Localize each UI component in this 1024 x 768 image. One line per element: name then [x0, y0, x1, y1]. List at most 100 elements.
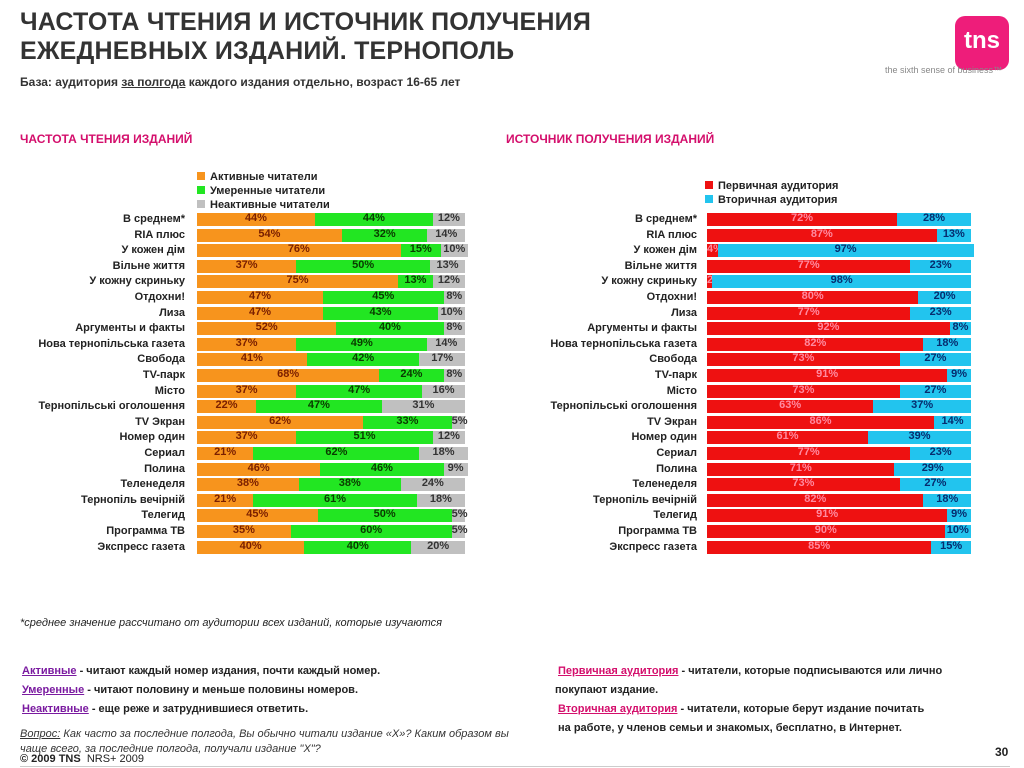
source-value-label-secondary: 23% — [929, 305, 952, 318]
page-title-line-2: ЕЖЕДНЕВНЫХ ИЗДАНИЙ. ТЕРНОПОЛЬ — [20, 37, 515, 65]
term-primary: Первичная аудитория — [558, 665, 679, 677]
term-secondary: Вторичная аудитория — [558, 703, 678, 715]
source-bar-primary: 71% — [707, 462, 895, 476]
reading-value-label-moderate: 24% — [400, 368, 423, 380]
source-bar-primary: 63% — [707, 399, 874, 414]
source-bar-secondary: 28% — [897, 212, 971, 226]
definition-active: Активные - читают каждый номер издания, … — [22, 662, 380, 681]
reading-bar-moderate: 13% — [398, 274, 433, 289]
base-suffix: каждого издания отдельно, возраст 16-65 … — [185, 75, 461, 89]
reading-bar-active: 54% — [197, 228, 342, 242]
reading-value-label-inactive: 14% — [435, 336, 458, 349]
source-category-label: RIA плюс — [646, 228, 697, 241]
source-category-label: Теленеделя — [632, 478, 697, 491]
definition-primary-cont: покупают издание. — [555, 684, 659, 696]
source-value-label-secondary: 20% — [933, 290, 956, 302]
source-value-label-primary: 82% — [804, 492, 827, 505]
reading-category-label: Місто — [154, 384, 185, 397]
source-value-label-secondary: 15% — [940, 539, 963, 552]
source-value-label-primary: 63% — [779, 399, 802, 412]
source-value-label-secondary: 23% — [929, 258, 952, 271]
reading-bar-inactive: 17% — [419, 352, 465, 367]
question-label: Вопрос: — [20, 728, 61, 740]
source-value-label-primary: 61% — [776, 430, 799, 443]
source-value-label-secondary: 8% — [952, 321, 969, 334]
reading-bar-inactive: 14% — [427, 228, 465, 242]
copyright: © 2009 TNS NRS+ 2009 — [20, 753, 144, 765]
reading-value-label-active: 37% — [235, 430, 258, 443]
source-value-label-secondary: 13% — [942, 227, 965, 240]
source-value-label-secondary: 18% — [936, 336, 959, 349]
reading-bar-moderate: 43% — [322, 305, 439, 320]
logo-tagline: the sixth sense of business™ — [885, 65, 1003, 75]
source-value-label-primary: 4% — [707, 243, 723, 256]
reading-value-label-active: 46% — [247, 461, 270, 474]
definition-inactive: Неактивные - еще реже и затруднившиеся о… — [22, 700, 380, 719]
source-category-label: Лиза — [671, 306, 697, 319]
term-active: Активные — [22, 665, 77, 677]
source-bar-primary: 73% — [707, 383, 900, 398]
reading-value-label-moderate: 43% — [369, 305, 392, 318]
source-category-label: Экспресс газета — [609, 540, 697, 553]
reading-value-label-active: 37% — [235, 258, 258, 271]
source-value-label-primary: 86% — [809, 414, 832, 427]
source-bar-secondary: 27% — [899, 477, 971, 492]
source-bar-secondary: 13% — [936, 227, 971, 242]
source-bar-primary: 80% — [707, 290, 919, 304]
reading-bar-active: 52% — [197, 321, 337, 336]
reading-value-label-moderate: 40% — [346, 539, 369, 552]
source-category-label: Тернопільські оголошення — [550, 400, 697, 413]
source-category-label: TV-парк — [654, 369, 697, 381]
reading-bar-moderate: 50% — [317, 508, 452, 523]
source-value-label-primary: 91% — [816, 508, 839, 521]
reading-value-label-inactive: 8% — [446, 321, 463, 334]
reading-value-label-inactive: 5% — [451, 508, 468, 521]
source-value-label-primary: 73% — [792, 352, 815, 365]
reading-value-label-moderate: 38% — [338, 477, 361, 490]
reading-bar-active: 37% — [197, 430, 297, 445]
source-value-label-primary: 82% — [804, 336, 827, 349]
definition-moderate: Умеренные - читают половину и меньше пол… — [22, 681, 380, 700]
reading-bar-active: 21% — [197, 492, 254, 507]
source-bar-primary: 77% — [707, 259, 911, 273]
reading-category-label: Теленеделя — [120, 478, 185, 491]
legend-swatch-moderate — [197, 186, 205, 194]
reading-category-label: Отдохни! — [134, 291, 185, 303]
definition-moderate-text: - читают половину и меньше половины номе… — [84, 684, 358, 696]
reading-value-label-active: 21% — [214, 446, 237, 458]
footnote: *среднее значение рассчитано от аудитори… — [20, 617, 443, 629]
reading-value-label-inactive: 8% — [446, 290, 463, 302]
definition-active-text: - читают каждый номер издания, почти каж… — [76, 665, 381, 677]
source-value-label-primary: 77% — [797, 305, 820, 318]
reading-bar-moderate: 62% — [253, 446, 420, 460]
reading-value-label-active: 21% — [214, 492, 237, 505]
source-value-label-primary: 73% — [792, 383, 815, 396]
reading-bar-inactive: 24% — [400, 477, 465, 492]
legend-label-primary: Первичная аудитория — [718, 180, 839, 192]
source-category-label: Телегид — [653, 509, 697, 522]
source-bar-secondary: 27% — [899, 384, 971, 398]
base-description: База: аудитория за полгода каждого издан… — [20, 75, 460, 89]
source-value-label-primary: 72% — [791, 212, 814, 224]
copyright-text: © 2009 TNS — [20, 753, 81, 765]
reading-bar-active: 75% — [197, 274, 398, 289]
source-category-label: Отдохни! — [646, 291, 697, 303]
source-bar-primary: 73% — [707, 477, 900, 492]
reading-bar-inactive: 18% — [419, 446, 468, 460]
reading-value-label-active: 68% — [277, 368, 300, 380]
reading-bar-active: 46% — [197, 461, 321, 476]
reading-bar-active: 37% — [197, 337, 297, 351]
reading-bar-moderate: 40% — [336, 321, 444, 336]
source-bar-primary: 82% — [707, 492, 924, 507]
reading-bar-inactive: 9% — [443, 462, 468, 476]
source-category-label: Программа ТВ — [618, 525, 697, 537]
source-value-label-secondary: 98% — [830, 274, 853, 287]
reading-value-label-moderate: 49% — [350, 336, 373, 349]
reading-value-label-inactive: 12% — [437, 212, 460, 224]
legend-label-moderate: Умеренные читатели — [210, 185, 326, 197]
legend-item-inactive: Неактивные читатели — [197, 198, 330, 212]
reading-bar-active: 44% — [197, 212, 315, 226]
term-moderate: Умеренные — [22, 684, 85, 696]
reading-bar-active: 62% — [197, 415, 364, 429]
reading-bar-moderate: 61% — [253, 493, 417, 507]
